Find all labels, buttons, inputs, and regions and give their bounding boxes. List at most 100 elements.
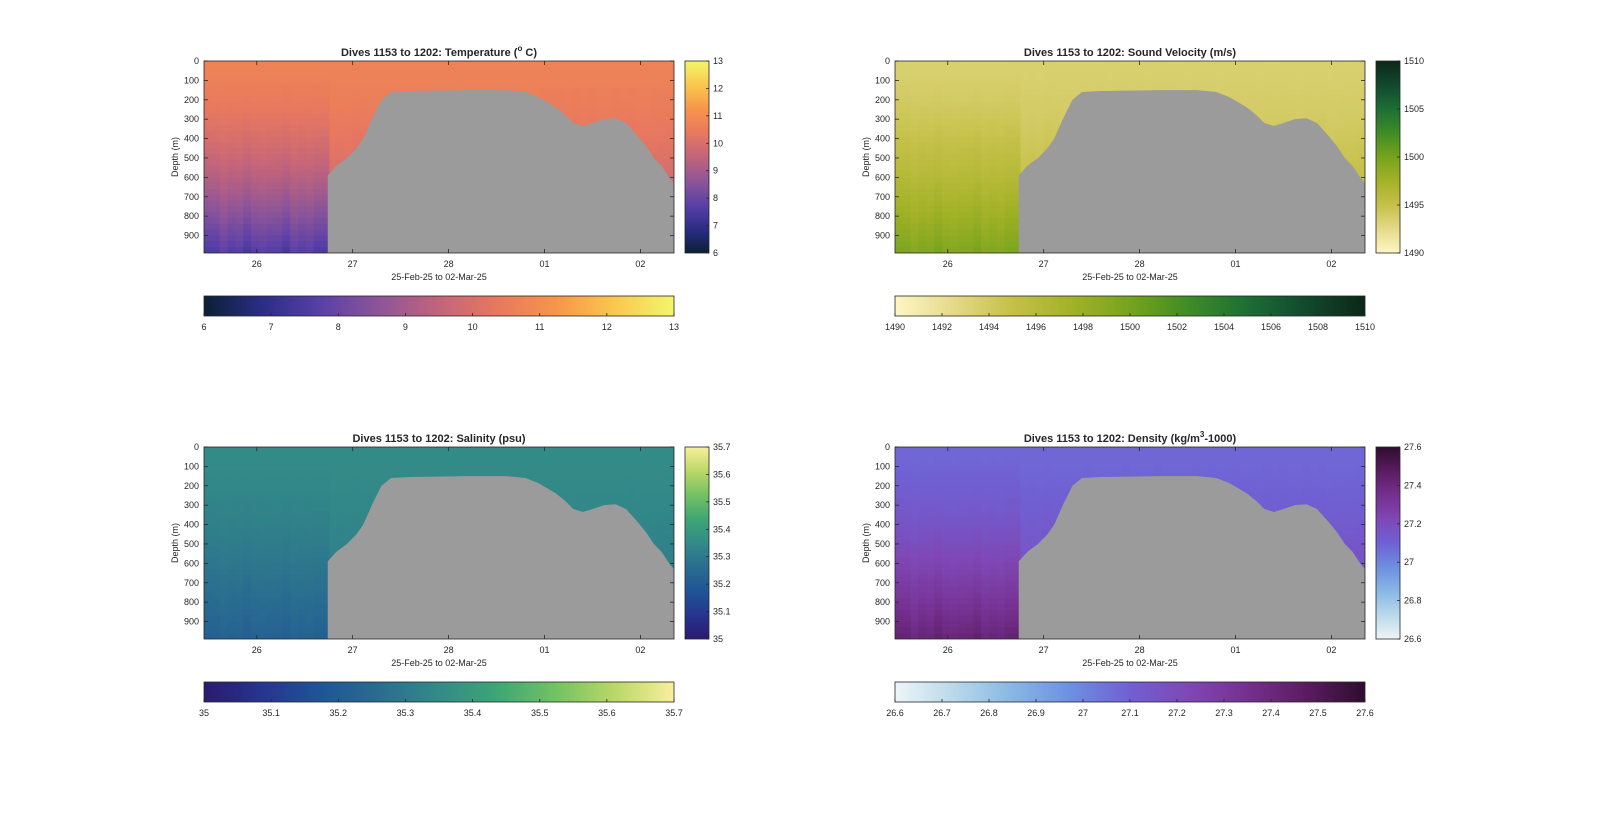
sal-cell bbox=[274, 580, 283, 588]
temp-cell bbox=[509, 61, 518, 68]
temp-cell bbox=[368, 66, 377, 74]
sound-cell bbox=[957, 235, 967, 242]
temp-cell bbox=[603, 72, 612, 80]
sound-cell bbox=[895, 154, 904, 161]
sal-cell bbox=[251, 493, 260, 500]
sal-cell bbox=[204, 516, 213, 524]
temp-cell bbox=[204, 113, 213, 120]
temp-cell bbox=[345, 84, 354, 91]
sal-cell bbox=[227, 511, 236, 518]
sound-cell bbox=[1114, 72, 1123, 80]
sal-cell bbox=[227, 452, 236, 460]
temp-vcb-label: 13 bbox=[713, 56, 723, 66]
sal-cell bbox=[219, 592, 229, 599]
sound-cell bbox=[902, 159, 912, 167]
temp-cell bbox=[204, 72, 213, 80]
temp-cell bbox=[258, 218, 268, 225]
sound-cell bbox=[1137, 61, 1147, 68]
sal-cell bbox=[219, 534, 229, 541]
temp-cell bbox=[219, 206, 229, 213]
sal-cell bbox=[235, 557, 244, 564]
temp-cell bbox=[305, 229, 315, 237]
sal-cell bbox=[243, 464, 252, 471]
sound-cell bbox=[942, 142, 951, 149]
temp-cell bbox=[619, 78, 628, 85]
sound-cell bbox=[1028, 113, 1037, 120]
temp-cell bbox=[321, 218, 330, 225]
sound-cell bbox=[1028, 154, 1037, 161]
sal-cell bbox=[251, 499, 260, 506]
sound-cell bbox=[1294, 90, 1303, 97]
temp-cell bbox=[634, 66, 644, 74]
sal-cell bbox=[290, 540, 299, 547]
sal-cell bbox=[298, 563, 307, 570]
sound-cell bbox=[942, 218, 951, 225]
sound-cell bbox=[1012, 212, 1021, 219]
temp-cell bbox=[587, 90, 597, 97]
sound-cell bbox=[918, 119, 927, 126]
temp-cell bbox=[493, 72, 503, 80]
sound-cell bbox=[942, 61, 951, 68]
temp-cell bbox=[290, 78, 299, 85]
sal-cell bbox=[251, 516, 260, 524]
sound-cell bbox=[973, 247, 982, 253]
sound-cell bbox=[1255, 72, 1264, 80]
sound-cell bbox=[1278, 84, 1288, 91]
temp-cell bbox=[266, 194, 276, 202]
sound-xtick-label: 02 bbox=[1326, 259, 1336, 269]
sound-cell bbox=[957, 84, 967, 91]
sound-cell bbox=[910, 189, 920, 196]
sound-cell bbox=[1028, 107, 1037, 114]
sal-cell bbox=[211, 598, 221, 605]
sound-cell bbox=[989, 206, 998, 213]
sound-cell bbox=[973, 130, 982, 138]
sal-cell bbox=[368, 458, 377, 466]
sal-cell bbox=[337, 458, 346, 466]
sound-cell bbox=[1012, 165, 1021, 173]
sound-cell bbox=[1333, 101, 1343, 109]
sound-cell bbox=[1278, 72, 1288, 80]
temp-cell bbox=[666, 142, 674, 149]
temp-cell bbox=[666, 61, 674, 68]
sound-cell bbox=[1020, 154, 1029, 161]
temp-cell bbox=[486, 78, 495, 85]
sound-cell bbox=[965, 223, 974, 231]
sound-cell bbox=[1177, 61, 1186, 68]
temp-cell bbox=[235, 95, 244, 103]
temp-cell bbox=[580, 119, 589, 126]
sound-cell bbox=[902, 125, 912, 132]
sal-cell bbox=[266, 499, 276, 506]
sound-cell bbox=[981, 125, 990, 132]
sal-cell bbox=[274, 592, 283, 599]
temp-nodata-region bbox=[204, 90, 674, 253]
sound-cell bbox=[957, 154, 967, 161]
sound-cell bbox=[1294, 113, 1303, 120]
sal-cell bbox=[274, 534, 283, 541]
sal-cell bbox=[235, 592, 244, 599]
sal-cell bbox=[258, 540, 268, 547]
temp-cell bbox=[305, 218, 315, 225]
temp-cell bbox=[258, 171, 268, 178]
temp-cell bbox=[298, 159, 307, 167]
temp-cell bbox=[290, 183, 299, 190]
sound-cell bbox=[1341, 90, 1350, 97]
sound-cell bbox=[1255, 90, 1264, 97]
sal-cell bbox=[305, 481, 315, 489]
sound-cell bbox=[1004, 148, 1014, 155]
sal-cell bbox=[266, 627, 276, 634]
sal-cell bbox=[305, 499, 315, 506]
sound-cell bbox=[1224, 66, 1233, 74]
sound-cell bbox=[949, 212, 959, 219]
sound-cell bbox=[1012, 107, 1021, 114]
sound-cell bbox=[957, 66, 967, 74]
temp-cell bbox=[290, 136, 299, 144]
sal-cell bbox=[211, 609, 221, 617]
temp-cell bbox=[243, 241, 252, 248]
sound-cell bbox=[981, 95, 990, 103]
temp-cell bbox=[305, 183, 315, 190]
sal-cell bbox=[337, 534, 346, 541]
sal-cell bbox=[251, 563, 260, 570]
sound-cell bbox=[996, 148, 1006, 155]
sound-cell bbox=[1341, 78, 1350, 85]
temp-cell bbox=[642, 101, 652, 109]
